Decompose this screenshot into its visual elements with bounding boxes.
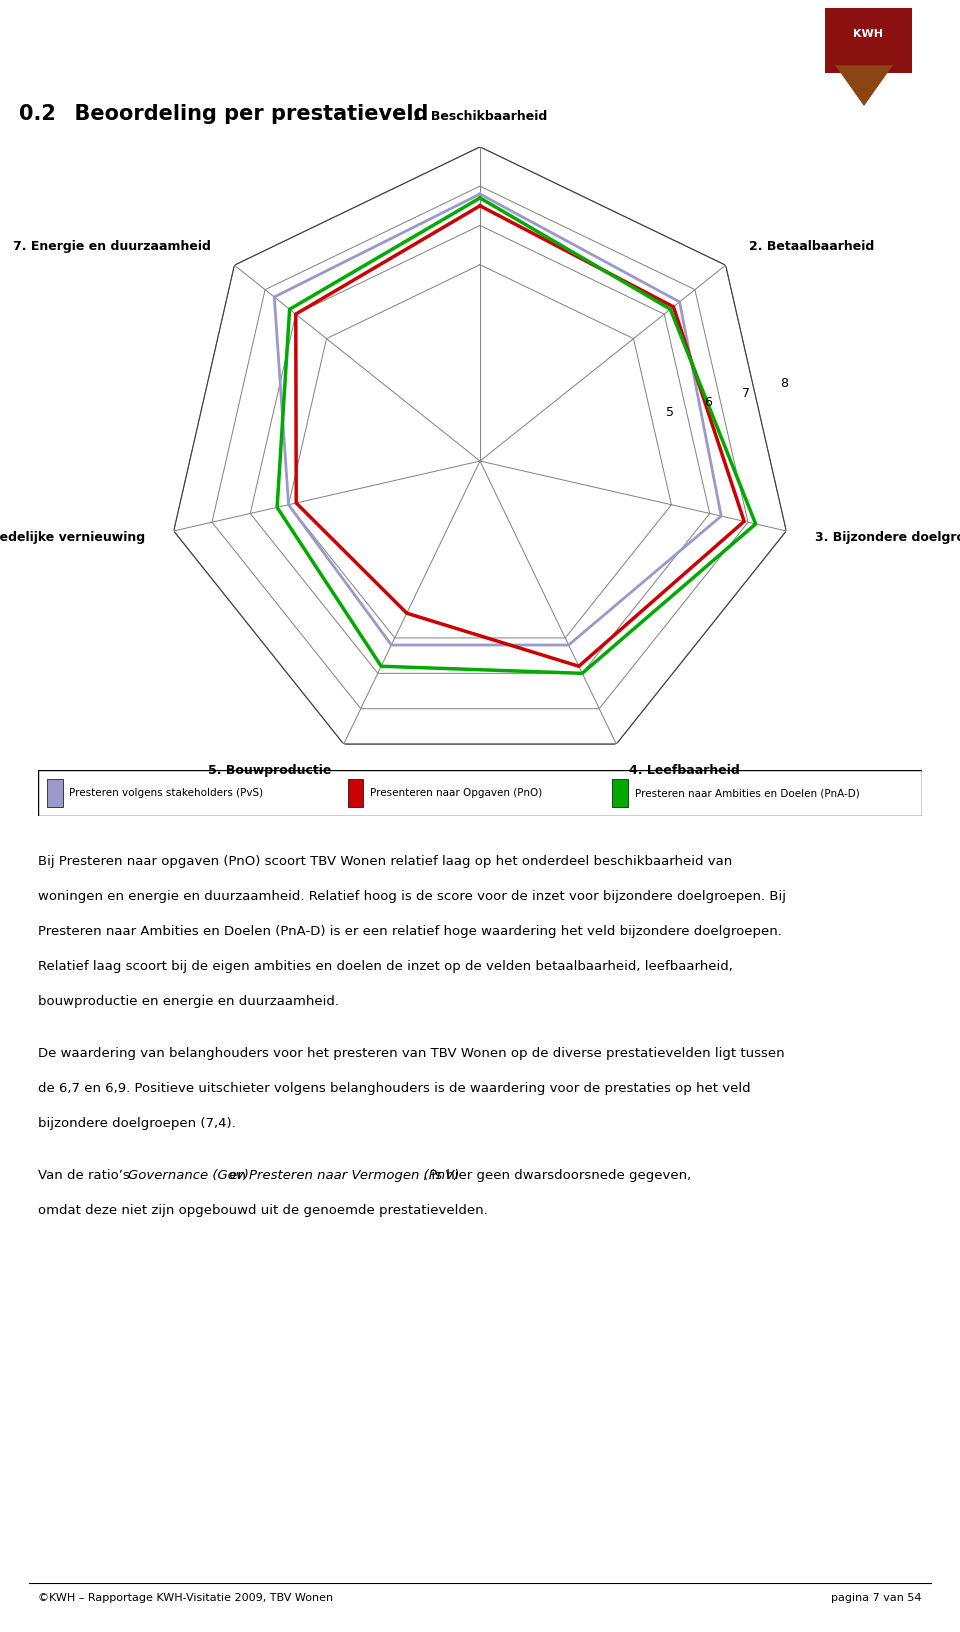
Text: woningen en energie en duurzaamheid. Relatief hoog is de score voor de inzet voo: woningen en energie en duurzaamheid. Rel… — [38, 889, 786, 902]
Text: 5: 5 — [666, 406, 674, 419]
Text: bouwproductie en energie en duurzaamheid.: bouwproductie en energie en duurzaamheid… — [38, 996, 340, 1007]
Text: 2. Betaalbaarheid: 2. Betaalbaarheid — [749, 240, 874, 253]
Text: omdat deze niet zijn opgebouwd uit de genoemde prestatievelden.: omdat deze niet zijn opgebouwd uit de ge… — [38, 1204, 488, 1217]
Text: Beoordeling per prestatieveld: Beoordeling per prestatieveld — [60, 104, 429, 124]
Bar — [47, 780, 63, 806]
Text: Presenteren naar Opgaven (PnO): Presenteren naar Opgaven (PnO) — [370, 788, 541, 798]
Text: 8: 8 — [780, 377, 788, 390]
Bar — [612, 780, 629, 806]
Text: de 6,7 en 6,9. Positieve uitschieter volgens belanghouders is de waardering voor: de 6,7 en 6,9. Positieve uitschieter vol… — [38, 1082, 751, 1095]
Text: Governance (Gov): Governance (Gov) — [129, 1169, 250, 1182]
Text: Relatief laag scoort bij de eigen ambities en doelen de inzet op de velden betaa: Relatief laag scoort bij de eigen ambiti… — [38, 960, 733, 973]
Text: Van de ratio’s: Van de ratio’s — [38, 1169, 134, 1182]
Bar — [825, 8, 912, 73]
Text: KWH: KWH — [853, 29, 883, 39]
Text: bijzondere doelgroepen (7,4).: bijzondere doelgroepen (7,4). — [38, 1116, 236, 1129]
Text: Presteren naar Ambities en Doelen (PnA-D): Presteren naar Ambities en Doelen (PnA-D… — [635, 788, 859, 798]
Text: 6: 6 — [705, 397, 712, 410]
Bar — [348, 780, 364, 806]
Text: en: en — [225, 1169, 250, 1182]
Text: 6. Stedelijke vernieuwing: 6. Stedelijke vernieuwing — [0, 530, 145, 543]
Text: 5. Bouwproductie: 5. Bouwproductie — [207, 764, 331, 777]
Text: Bij Presteren naar opgaven (PnO) scoort TBV Wonen relatief laag op het onderdeel: Bij Presteren naar opgaven (PnO) scoort … — [38, 855, 732, 868]
Text: 1. Beschikbaarheid: 1. Beschikbaarheid — [413, 111, 547, 124]
Text: 7: 7 — [742, 387, 751, 400]
Text: 0.2: 0.2 — [19, 104, 56, 124]
Text: De waardering van belanghouders voor het presteren van TBV Wonen op de diverse p: De waardering van belanghouders voor het… — [38, 1048, 785, 1061]
Text: , is hier geen dwarsdoorsnede gegeven,: , is hier geen dwarsdoorsnede gegeven, — [422, 1169, 691, 1182]
Polygon shape — [835, 65, 893, 106]
Text: ©KWH – Rapportage KWH-Visitatie 2009, TBV Wonen: ©KWH – Rapportage KWH-Visitatie 2009, TB… — [38, 1593, 333, 1603]
Text: pagina 7 van 54: pagina 7 van 54 — [831, 1593, 922, 1603]
Text: 7. Energie en duurzaamheid: 7. Energie en duurzaamheid — [13, 240, 211, 253]
Text: Presteren volgens stakeholders (PvS): Presteren volgens stakeholders (PvS) — [69, 788, 263, 798]
Text: 3. Bijzondere doelgroepen: 3. Bijzondere doelgroepen — [815, 530, 960, 543]
Text: Presteren naar Ambities en Doelen (PnA-D) is er een relatief hoge waardering het: Presteren naar Ambities en Doelen (PnA-D… — [38, 925, 782, 938]
Text: 4. Leefbaarheid: 4. Leefbaarheid — [629, 764, 740, 777]
Text: Presteren naar Vermogen (PnV): Presteren naar Vermogen (PnV) — [249, 1169, 459, 1182]
